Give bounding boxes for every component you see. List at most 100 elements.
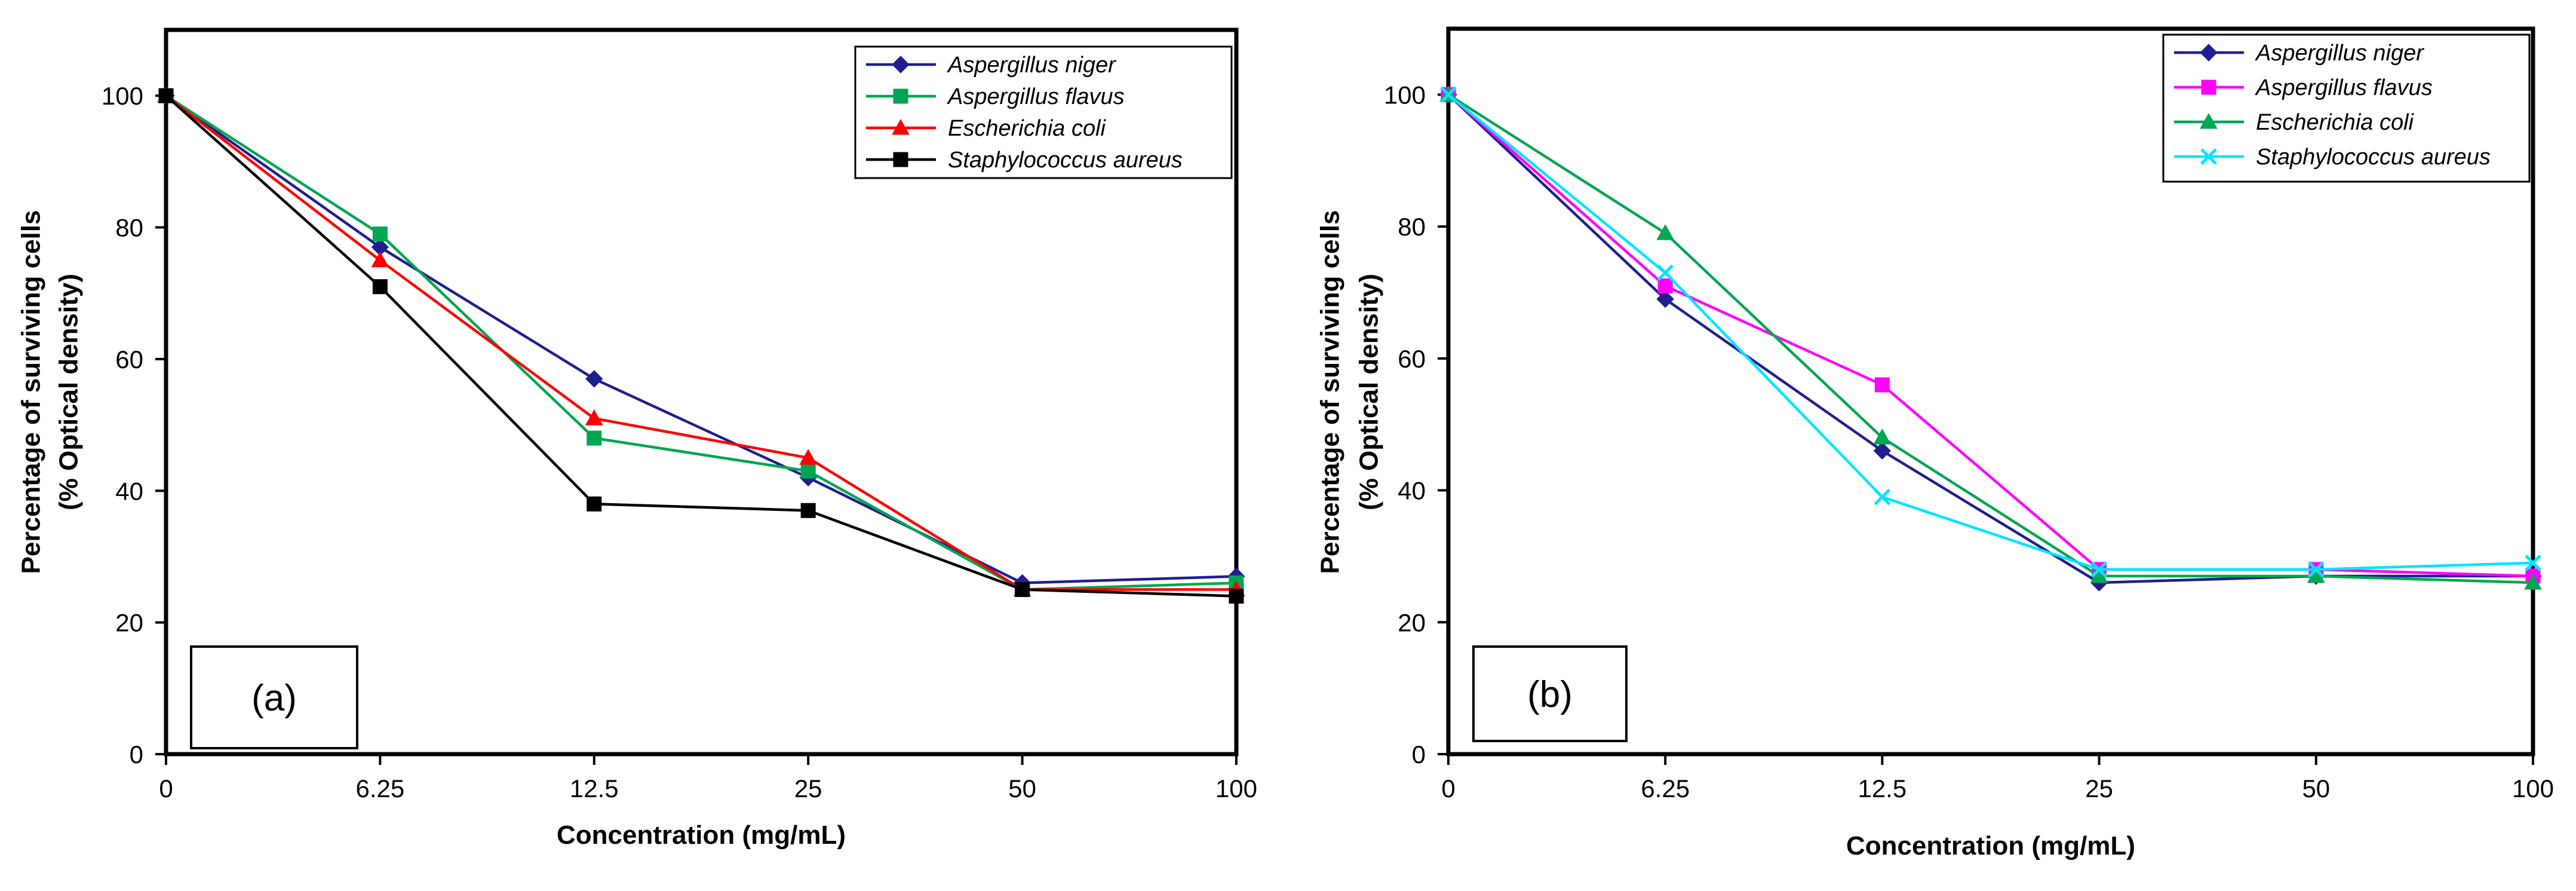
legend-swatch-marker xyxy=(2200,44,2218,62)
legend-label: Escherichia coli xyxy=(2256,110,2415,135)
series-line xyxy=(1447,93,2534,578)
legend-swatch-marker xyxy=(2200,112,2218,129)
legend-item: Aspergillus niger xyxy=(2174,41,2424,66)
x-axis-title: Concentration (mg/mL) xyxy=(1846,831,2135,861)
y-tick-label: 20 xyxy=(115,609,143,637)
legend-item: Staphylococcus aureus xyxy=(866,148,1183,173)
plot-area-frame xyxy=(1446,26,2535,757)
legend-item: Escherichia coli xyxy=(2174,110,2415,135)
legend-swatch-marker xyxy=(892,118,910,135)
data-point xyxy=(1656,224,1675,240)
legend-label: Aspergillus niger xyxy=(2255,41,2424,66)
series-line xyxy=(1447,93,2534,571)
data-point xyxy=(1873,428,1892,445)
y-tick-label: 0 xyxy=(1412,740,1426,768)
y-axis-title-line2: (% Optical density) xyxy=(1355,274,1384,510)
data-point xyxy=(587,496,602,512)
legend: Aspergillus niger Aspergillus flavus Esche… xyxy=(854,45,1233,179)
panel-label-box xyxy=(190,645,358,749)
data-point xyxy=(1657,264,1674,281)
y-tick-label: 40 xyxy=(115,477,143,505)
data-point xyxy=(371,251,389,268)
x-tick-label: 12.5 xyxy=(570,774,619,803)
data-point xyxy=(1657,278,1673,293)
data-point xyxy=(372,279,388,295)
data-point xyxy=(1440,86,1457,103)
data-point xyxy=(1656,290,1674,308)
x-tick-label: 50 xyxy=(2302,774,2330,803)
legend-item: Staphylococcus aureus xyxy=(2174,145,2491,170)
data-point xyxy=(2524,574,2542,590)
y-tick-label: 80 xyxy=(1398,213,1426,241)
x-tick-label: 25 xyxy=(794,774,822,803)
x-tick-label: 6.25 xyxy=(356,774,405,803)
series-staphylococcus-aureus xyxy=(1440,86,2541,578)
legend-swatch-marker xyxy=(892,56,910,74)
y-tick-label: 60 xyxy=(115,345,143,373)
legend-label: Aspergillus flavus xyxy=(947,84,1125,109)
legend-item: Aspergillus flavus xyxy=(866,84,1125,109)
data-point xyxy=(800,503,816,518)
x-tick-label: 0 xyxy=(1441,774,1455,803)
legend-swatch-marker xyxy=(893,88,908,104)
x-tick-label: 6.25 xyxy=(1641,774,1690,803)
data-point xyxy=(158,88,174,103)
x-tick-label: 100 xyxy=(1215,774,1257,803)
y-tick-label: 100 xyxy=(102,82,143,110)
data-point xyxy=(2525,555,2541,571)
legend-swatch-marker xyxy=(2200,148,2217,165)
legend-label: Staphylococcus aureus xyxy=(948,148,1183,173)
y-tick-label: 20 xyxy=(1398,608,1426,636)
data-point xyxy=(2090,561,2108,578)
y-tick-label: 100 xyxy=(1384,81,1426,109)
panel-label: (a) xyxy=(251,678,297,719)
data-point xyxy=(585,409,603,425)
series-line xyxy=(1447,93,2534,584)
data-point xyxy=(1874,377,1890,393)
data-point xyxy=(1873,442,1892,460)
panel-label-box xyxy=(1472,645,1628,742)
x-axis-title: Concentration (mg/mL) xyxy=(557,820,846,850)
chart-panel-a: 0 20 40 60 80 100 0 6.25 12.5 25 50 100 Concentratio… xyxy=(17,27,1257,850)
legend-label: Staphylococcus aureus xyxy=(2256,145,2491,170)
legend-item: Aspergillus niger xyxy=(866,53,1116,78)
legend-item: Aspergillus flavus xyxy=(2174,75,2433,100)
data-point xyxy=(587,430,602,446)
y-axis-title-line2: (% Optical density) xyxy=(54,274,84,510)
data-point xyxy=(2308,561,2325,578)
y-tick-label: 0 xyxy=(130,740,143,768)
chart-panel-b: 0 20 40 60 80 100 0 6.25 12.5 25 50 100 Concentratio… xyxy=(1316,26,2554,861)
data-point xyxy=(585,370,603,388)
series-escherichia-coli xyxy=(1439,85,2542,590)
y-tick-label: 80 xyxy=(115,214,143,242)
legend-swatch-marker xyxy=(2201,79,2216,95)
legend-item: Escherichia coli xyxy=(866,116,1107,141)
legend-label: Aspergillus flavus xyxy=(2255,75,2433,100)
data-point xyxy=(1229,589,1244,604)
data-point xyxy=(1015,582,1030,598)
x-tick-label: 25 xyxy=(2085,774,2113,803)
series-line xyxy=(165,94,1237,584)
x-tick-label: 100 xyxy=(2512,774,2554,803)
legend: Aspergillus niger Aspergillus flavus Esche… xyxy=(2162,33,2531,183)
data-point xyxy=(1874,488,1891,506)
data-point xyxy=(799,449,818,465)
data-point xyxy=(800,463,816,479)
panel-label: (b) xyxy=(1527,674,1573,715)
legend-swatch-marker xyxy=(893,152,908,167)
legend-label: Escherichia coli xyxy=(948,116,1107,141)
y-axis-title-line1: Percentage of surviving cells xyxy=(17,210,46,574)
data-point xyxy=(372,226,388,242)
legend-frame xyxy=(854,45,1233,179)
plot-area-frame xyxy=(164,27,1239,757)
x-tick-label: 12.5 xyxy=(1858,774,1907,803)
x-tick-label: 50 xyxy=(1008,774,1036,803)
series-line xyxy=(165,94,1237,598)
y-tick-label: 60 xyxy=(1398,345,1426,373)
legend-label: Aspergillus niger xyxy=(947,53,1116,78)
series-staphylococcus-aureus xyxy=(158,88,1244,604)
y-axis-title-line1: Percentage of surviving cells xyxy=(1316,210,1345,574)
x-tick-label: 0 xyxy=(159,774,173,803)
